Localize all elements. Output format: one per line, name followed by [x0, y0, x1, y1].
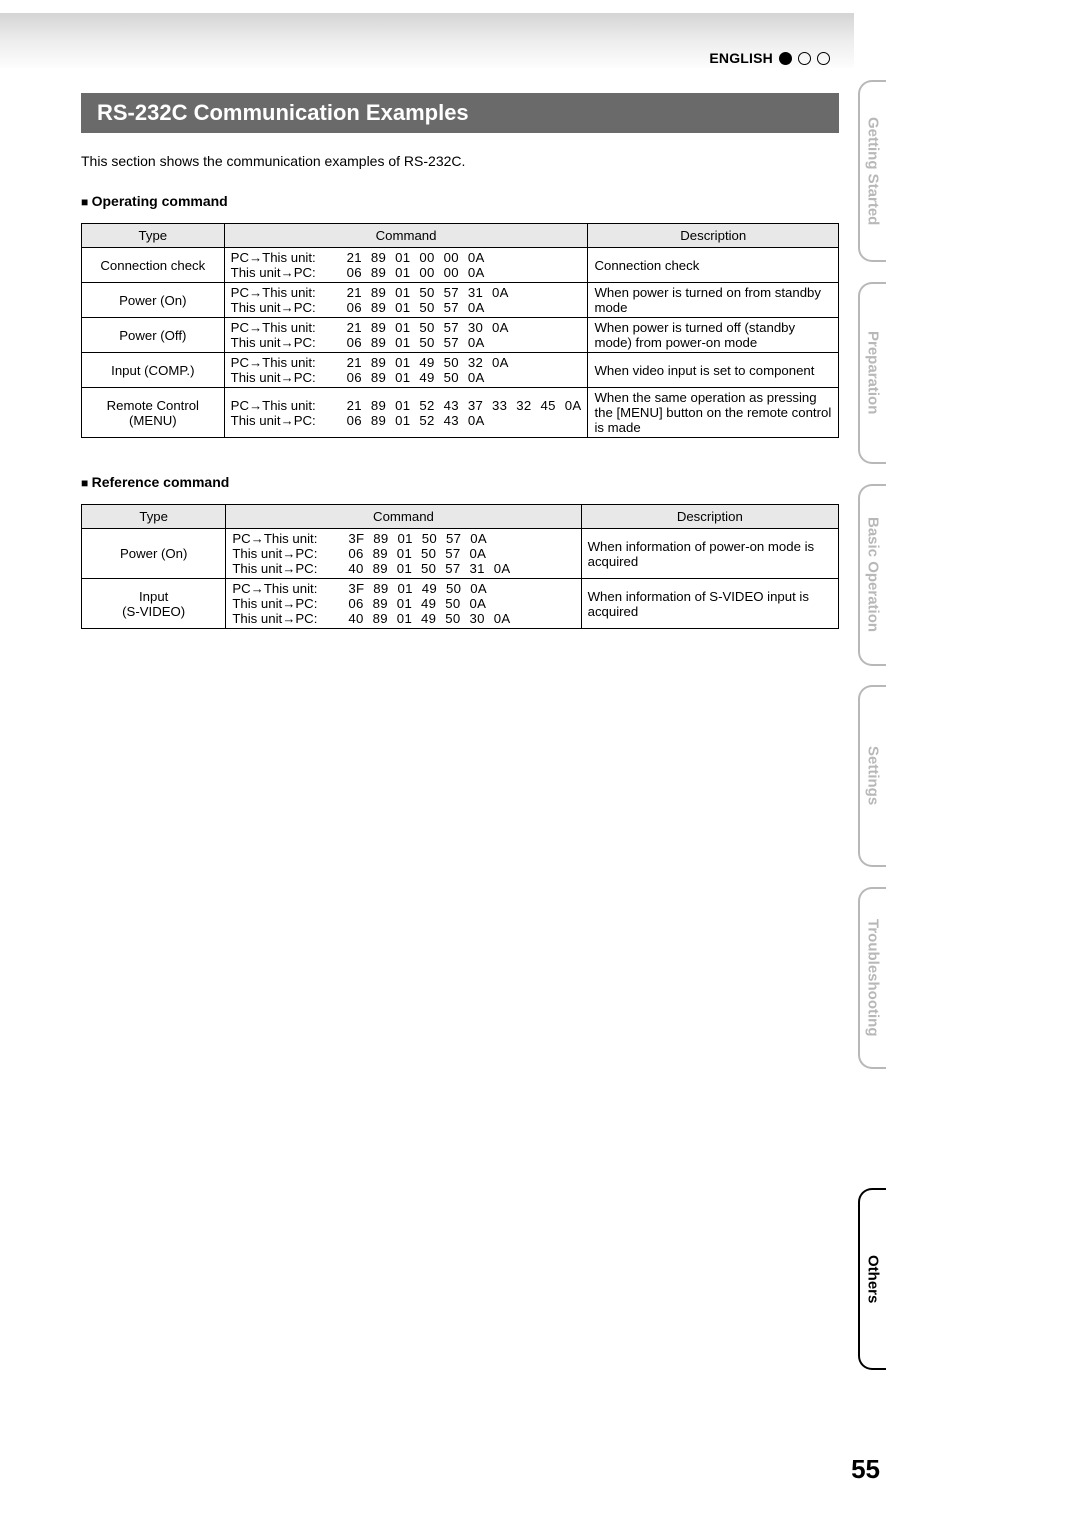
- command-cell: PC→This unit:21 89 01 50 57 31 0AThis un…: [224, 283, 588, 318]
- table-row: Power (On)PC→This unit:21 89 01 50 57 31…: [82, 283, 839, 318]
- column-header: Description: [581, 505, 838, 529]
- type-cell: Input(S-VIDEO): [82, 579, 226, 629]
- description-cell: When power is turned on from standby mod…: [588, 283, 839, 318]
- column-header: Command: [224, 224, 588, 248]
- page-title: RS-232C Communication Examples: [81, 93, 839, 133]
- language-dots: [779, 52, 830, 65]
- nav-tab[interactable]: Preparation: [858, 282, 886, 464]
- table-row: Power (Off)PC→This unit:21 89 01 50 57 3…: [82, 318, 839, 353]
- section-heading-operating: Operating command: [81, 193, 839, 209]
- command-cell: PC→This unit:21 89 01 50 57 30 0AThis un…: [224, 318, 588, 353]
- description-cell: When video input is set to component: [588, 353, 839, 388]
- reference-command-table: TypeCommandDescriptionPower (On)PC→This …: [81, 504, 839, 629]
- nav-tab-label: Troubleshooting: [865, 919, 882, 1037]
- column-header: Type: [82, 224, 225, 248]
- nav-tab[interactable]: Settings: [858, 685, 886, 867]
- table-row: Input(S-VIDEO)PC→This unit:3F 89 01 49 5…: [82, 579, 839, 629]
- type-cell: Power (On): [82, 529, 226, 579]
- column-header: Description: [588, 224, 839, 248]
- type-cell: Power (Off): [82, 318, 225, 353]
- description-cell: When information of power-on mode is acq…: [581, 529, 838, 579]
- command-cell: PC→This unit:3F 89 01 49 50 0AThis unit→…: [226, 579, 581, 629]
- nav-tab[interactable]: Basic Operation: [858, 484, 886, 666]
- command-cell: PC→This unit:21 89 01 00 00 0AThis unit→…: [224, 248, 588, 283]
- type-cell: Remote Control(MENU): [82, 388, 225, 438]
- language-label: ENGLISH: [709, 50, 773, 66]
- table-row: Remote Control(MENU)PC→This unit:21 89 0…: [82, 388, 839, 438]
- description-cell: When power is turned off (standby mode) …: [588, 318, 839, 353]
- nav-tab[interactable]: Others: [858, 1188, 886, 1370]
- command-cell: PC→This unit:21 89 01 52 43 37 33 32 45 …: [224, 388, 588, 438]
- type-cell: Input (COMP.): [82, 353, 225, 388]
- nav-tab-label: Basic Operation: [865, 517, 882, 632]
- description-cell: When the same operation as pressing the …: [588, 388, 839, 438]
- page-number: 55: [851, 1454, 880, 1485]
- type-cell: Power (On): [82, 283, 225, 318]
- command-cell: PC→This unit:3F 89 01 50 57 0AThis unit→…: [226, 529, 581, 579]
- nav-tab-label: Others: [865, 1255, 882, 1303]
- column-header: Type: [82, 505, 226, 529]
- table-row: Connection checkPC→This unit:21 89 01 00…: [82, 248, 839, 283]
- description-cell: Connection check: [588, 248, 839, 283]
- nav-tab-label: Getting Started: [865, 117, 882, 225]
- section-heading-reference: Reference command: [81, 474, 839, 490]
- table-row: Input (COMP.)PC→This unit:21 89 01 49 50…: [82, 353, 839, 388]
- language-indicator: ENGLISH: [709, 50, 830, 66]
- command-cell: PC→This unit:21 89 01 49 50 32 0AThis un…: [224, 353, 588, 388]
- table-row: Power (On)PC→This unit:3F 89 01 50 57 0A…: [82, 529, 839, 579]
- nav-tab[interactable]: Troubleshooting: [858, 887, 886, 1069]
- nav-tab-label: Preparation: [865, 331, 882, 414]
- nav-tab[interactable]: Getting Started: [858, 80, 886, 262]
- operating-command-table: TypeCommandDescriptionConnection checkPC…: [81, 223, 839, 438]
- page-content: RS-232C Communication Examples This sect…: [81, 93, 839, 629]
- column-header: Command: [226, 505, 581, 529]
- intro-text: This section shows the communication exa…: [81, 153, 839, 169]
- nav-tab-label: Settings: [865, 746, 882, 805]
- description-cell: When information of S-VIDEO input is acq…: [581, 579, 838, 629]
- type-cell: Connection check: [82, 248, 225, 283]
